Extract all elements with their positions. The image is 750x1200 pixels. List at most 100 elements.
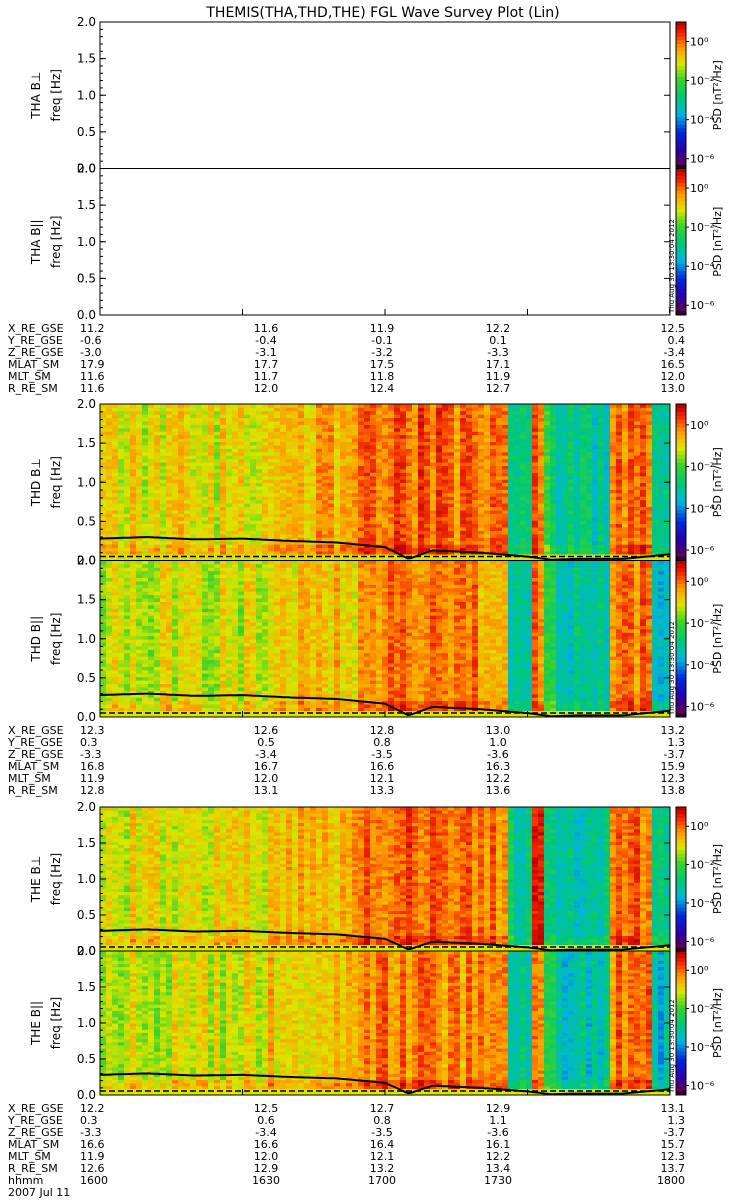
creation-timestamp: Thu Aug 30 13:30:04 2012 <box>668 999 676 1094</box>
probe-component-label: THD B|| <box>29 616 43 663</box>
colorbar-segment <box>676 643 686 647</box>
y-axis-label: freq [Hz] <box>49 997 63 1049</box>
colorbar-segment <box>676 416 686 420</box>
colorbar-segment <box>676 1052 686 1056</box>
colorbar-segment <box>676 1073 686 1077</box>
colorbar-segment <box>676 176 686 180</box>
colorbar-segment <box>676 580 686 584</box>
colorbar-segment <box>676 427 686 431</box>
ephemeris-value: 1730 <box>484 1174 512 1187</box>
ephemeris-value: 13.0 <box>661 382 686 395</box>
colorbar-segment <box>676 92 686 96</box>
colorbar-segment <box>676 1001 686 1005</box>
colorbar-segment <box>676 77 686 81</box>
y-tick-label: 2.0 <box>77 162 96 176</box>
colorbar-segment <box>676 242 686 246</box>
probe-component-label: THE B|| <box>29 1001 43 1046</box>
ephemeris-value: 11.6 <box>80 382 105 395</box>
colorbar-segment <box>676 821 686 825</box>
colorbar-segment <box>676 494 686 498</box>
colorbar-segment <box>676 73 686 77</box>
y-tick-label: 1.5 <box>77 593 96 607</box>
colorbar-segment <box>676 1016 686 1020</box>
colorbar-segment <box>676 498 686 502</box>
colorbar-segment <box>676 220 686 224</box>
colorbar-segment <box>676 807 686 811</box>
colorbar-segment <box>676 965 686 969</box>
y-tick-label: 0.5 <box>77 671 96 685</box>
colorbar-segment <box>676 814 686 818</box>
y-tick-label: 1.0 <box>77 872 96 886</box>
colorbar-segment <box>676 48 686 52</box>
colorbar-segment <box>676 847 686 851</box>
colorbar-segment <box>676 893 686 897</box>
colorbar-segment <box>676 275 686 279</box>
colorbar-segment <box>676 304 686 308</box>
y-axis-label: freq [Hz] <box>49 69 63 121</box>
y-tick-label: 1.5 <box>77 198 96 212</box>
colorbar-segment <box>676 486 686 490</box>
colorbar-segment <box>676 26 686 30</box>
colorbar-segment <box>676 117 686 121</box>
y-tick-label: 1.0 <box>77 475 96 489</box>
y-tick-label: 0.5 <box>77 514 96 528</box>
colorbar-segment <box>676 572 686 576</box>
y-axis-label: freq [Hz] <box>49 613 63 665</box>
colorbar-segment <box>676 654 686 658</box>
y-tick-label: 2.0 <box>77 397 96 411</box>
spectrogram-image <box>100 404 670 561</box>
colorbar-segment <box>676 951 686 955</box>
colorbar-segment <box>676 564 686 568</box>
colorbar-segment <box>676 650 686 654</box>
colorbar-segment <box>676 1019 686 1023</box>
colorbar-segment <box>676 678 686 682</box>
colorbar-segment <box>676 1023 686 1027</box>
colorbar-segment <box>676 525 686 529</box>
colorbar-segment <box>676 994 686 998</box>
ephemeris-value: 1600 <box>80 1174 108 1187</box>
colorbar-segment <box>676 404 686 408</box>
colorbar-segment <box>676 1012 686 1016</box>
colorbar-segment <box>676 490 686 494</box>
y-tick-label: 1.0 <box>77 1016 96 1030</box>
colorbar-segment <box>676 623 686 627</box>
colorbar-segment <box>676 1048 686 1052</box>
colorbar-segment <box>676 955 686 959</box>
ephemeris-value: 13.1 <box>254 784 279 797</box>
colorbar-segment <box>676 958 686 962</box>
probe-component-label: THA B⊥ <box>29 72 43 120</box>
colorbar-segment <box>676 604 686 608</box>
colorbar-segment <box>676 631 686 635</box>
y-tick-label: 0.0 <box>77 308 96 322</box>
colorbar-segment <box>676 517 686 521</box>
colorbar-segment <box>676 514 686 518</box>
colorbar-segment <box>676 286 686 290</box>
colorbar-tick-label: 10⁰ <box>690 419 709 432</box>
colorbar-segment <box>676 980 686 984</box>
colorbar-segment <box>676 529 686 533</box>
colorbar-segment <box>676 33 686 37</box>
colorbar-segment <box>676 143 686 147</box>
y-tick-label: 0.0 <box>77 710 96 724</box>
colorbar-segment <box>676 245 686 249</box>
colorbar-segment <box>676 533 686 537</box>
colorbar-segment <box>676 260 686 264</box>
ephemeris-value: 12.4 <box>370 382 395 395</box>
ephemeris-value: 13.3 <box>370 784 395 797</box>
colorbar-segment <box>676 682 686 686</box>
colorbar-segment <box>676 190 686 194</box>
colorbar-segment <box>676 223 686 227</box>
colorbar-segment <box>676 125 686 129</box>
colorbar-segment <box>676 66 686 70</box>
colorbar-segment <box>676 619 686 623</box>
colorbar-segment <box>676 839 686 843</box>
y-tick-label: 1.5 <box>77 980 96 994</box>
colorbar-segment <box>676 420 686 424</box>
colorbar-segment <box>676 709 686 713</box>
colorbar-segment <box>676 110 686 114</box>
y-tick-label: 1.5 <box>77 436 96 450</box>
